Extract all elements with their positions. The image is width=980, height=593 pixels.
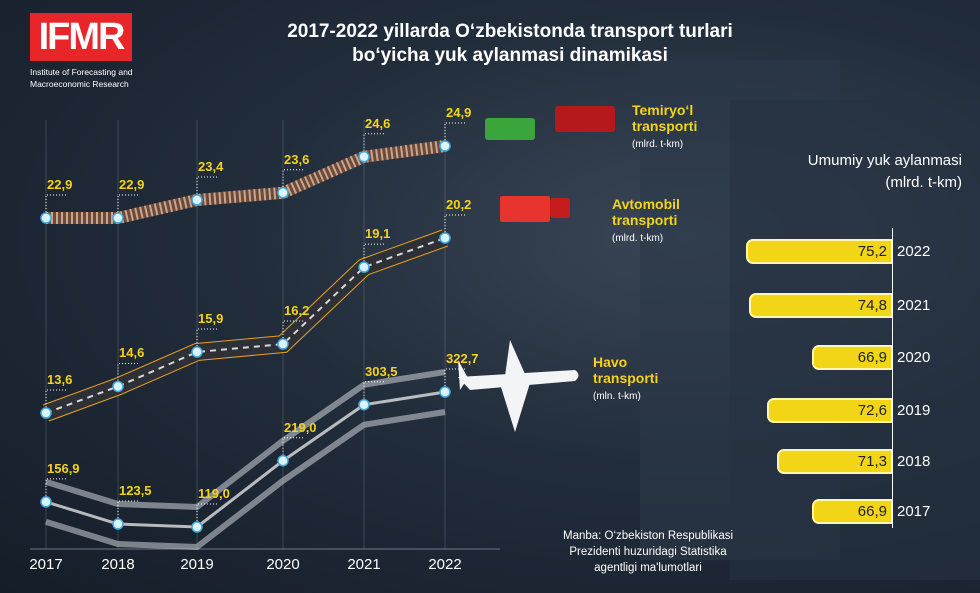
legend-rail: Temiryo‘l transporti (mlrd. t-km) [632, 102, 722, 153]
data-label: 303,5 [365, 363, 398, 379]
data-label: 156,9 [47, 460, 80, 476]
x-tick-label: 2022 [428, 556, 462, 573]
truck-container-icon [500, 196, 550, 222]
rail-track [46, 140, 446, 224]
data-label: 22,9 [47, 177, 73, 192]
data-label: 23,4 [198, 159, 224, 174]
bar-year-label: 2017 [897, 503, 931, 520]
bar-year-label: 2021 [897, 297, 931, 314]
x-tick-label: 2020 [266, 556, 300, 573]
data-label: 123,5 [119, 483, 152, 499]
legend-rail-name: Temiryo‘l transporti [632, 102, 698, 134]
legend-air-name: Havo transporti [593, 354, 659, 386]
legend-rail-unit: (mlrd. t-km) [632, 139, 684, 150]
bar-year-label: 2020 [897, 349, 931, 366]
label-leader [444, 368, 465, 392]
label-leader [117, 194, 138, 218]
x-tick-label: 2019 [180, 556, 214, 573]
legend-air: Havo transporti (mln. t-km) [593, 354, 663, 405]
total-unit: (mlrd. t-km) [885, 174, 962, 191]
chart-title: 2017-2022 yillarda O‘zbekistonda transpo… [250, 20, 770, 68]
label-leader [196, 328, 217, 353]
label-leader [196, 503, 217, 527]
rail-ties [46, 140, 446, 224]
label-leader [45, 389, 66, 413]
airplane-icon [458, 340, 579, 432]
x-tick-label: 2021 [347, 556, 381, 573]
data-label: 322,7 [446, 351, 479, 366]
bar-year-label: 2018 [897, 453, 931, 470]
source-line: Manba: O‘zbekiston Respublikasi [562, 530, 734, 542]
label-leader [363, 243, 384, 268]
data-label: 22,9 [119, 177, 145, 192]
bar-axis [892, 228, 893, 528]
label-leader [363, 133, 384, 157]
label-leader [444, 214, 465, 238]
title-line: 2017-2022 yillarda O‘zbekistonda transpo… [287, 21, 733, 42]
logo-subtitle-line: Macroeconomic Research [30, 79, 129, 89]
air-line [45, 390, 446, 529]
total-bar: 71,3 [777, 449, 893, 474]
total-bar: 74,8 [749, 293, 893, 318]
air-trail [45, 409, 446, 551]
label-leader [196, 176, 217, 200]
data-label: 219,0 [284, 419, 317, 435]
legend-auto-name: Avtomobil transporti [612, 196, 680, 228]
data-label: 15,9 [198, 311, 224, 326]
x-tick-label: 2018 [101, 556, 135, 573]
x-tick-label: 2017 [29, 556, 63, 573]
label-leader [45, 478, 66, 502]
data-label: 24,9 [446, 105, 472, 120]
data-label: 23,6 [284, 151, 310, 167]
label-leader [444, 122, 465, 146]
data-label: 19,1 [365, 226, 391, 242]
total-title-text: Umumiy yuk aylanmasi [807, 152, 962, 169]
total-title: Umumiy yuk aylanmasi (mlrd. t-km) [808, 150, 962, 194]
air-trail [45, 369, 446, 511]
data-label: 14,6 [119, 345, 145, 361]
data-label: 16,2 [284, 303, 310, 319]
total-bar: 72,6 [766, 398, 893, 423]
legend-air-unit: (mln. t-km) [593, 391, 641, 402]
label-leader [117, 500, 138, 525]
ifmr-logo: IFMR [30, 13, 132, 61]
bar-year-label: 2019 [897, 402, 931, 419]
road [43, 230, 448, 421]
locomotive-icon [555, 106, 615, 132]
label-leader [282, 320, 303, 345]
legend-auto-unit: (mlrd. t-km) [612, 233, 664, 244]
total-bar: 75,2 [746, 239, 893, 264]
legend-auto: Avtomobil transporti (mlrd. t-km) [612, 196, 702, 247]
label-leader [117, 362, 138, 387]
data-label: 119,0 [198, 486, 230, 501]
bar-year-label: 2022 [897, 243, 931, 260]
road-lane [45, 237, 446, 414]
total-bar: 66,9 [812, 345, 893, 370]
data-label: 24,6 [365, 115, 391, 131]
data-label: 13,6 [47, 372, 73, 387]
total-bar: 66,9 [812, 499, 893, 524]
label-leader [363, 381, 384, 405]
logo-subtitle-line: Institute of Forecasting and [30, 67, 133, 77]
source-note: Manba: O‘zbekiston Respublikasi Prezident… [548, 528, 748, 576]
label-leader [282, 437, 303, 461]
source-line: agentligi ma'lumotlari [594, 562, 702, 574]
source-line: Prezidenti huzuridagi Statistika [569, 546, 727, 558]
truck-cab-icon [550, 198, 570, 218]
train-wagon-icon [485, 118, 535, 140]
label-leader [282, 169, 303, 193]
data-label: 20,2 [446, 197, 472, 212]
title-line: bo‘yicha yuk aylanmasi dinamikasi [352, 45, 668, 66]
label-leader [45, 194, 66, 218]
logo-subtitle: Institute of Forecasting and Macroeconomi… [30, 66, 133, 90]
